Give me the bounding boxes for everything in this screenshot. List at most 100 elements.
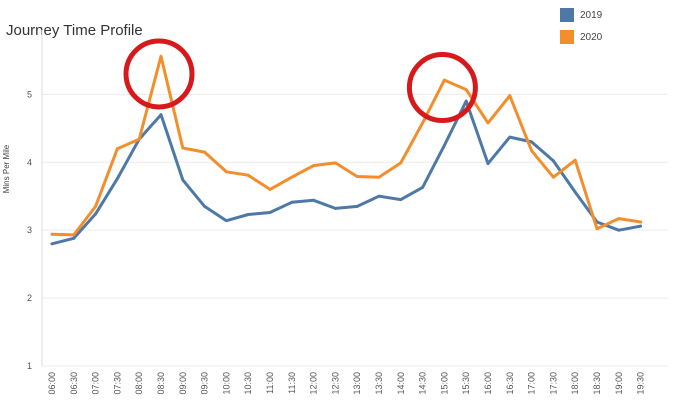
x-tick-label: 12:30 — [330, 372, 340, 395]
x-tick-label: 18:30 — [592, 372, 602, 395]
data-point-2020 — [225, 170, 228, 174]
x-tick-label: 10:00 — [221, 372, 231, 395]
data-point-2020 — [246, 173, 250, 177]
data-point-2019 — [421, 185, 424, 189]
data-point-2020 — [159, 54, 163, 58]
legend-swatch-2020 — [560, 30, 574, 44]
x-tick-label: 07:00 — [91, 372, 101, 395]
x-tick-label: 09:30 — [200, 372, 210, 395]
y-tick-label: 5 — [27, 89, 32, 99]
x-tick-label: 12:00 — [309, 372, 319, 395]
data-point-2019 — [246, 213, 250, 216]
data-point-2019 — [225, 219, 228, 223]
data-point-2019 — [617, 228, 621, 232]
series-line-2020 — [50, 54, 643, 237]
x-tick-label: 13:30 — [374, 372, 384, 395]
x-tick-label: 14:30 — [418, 372, 428, 395]
series-line-2019 — [50, 99, 643, 246]
x-tick-label: 11:30 — [287, 372, 297, 394]
data-point-2019 — [639, 224, 642, 228]
data-point-2020 — [116, 147, 119, 151]
data-point-2019 — [552, 159, 555, 163]
data-point-2020 — [50, 232, 54, 236]
x-tick-label: 07:30 — [112, 372, 122, 395]
data-point-2020 — [508, 94, 512, 98]
y-tick-label: 4 — [27, 157, 32, 167]
x-tick-label: 19:00 — [614, 372, 624, 395]
data-point-2020 — [639, 220, 642, 224]
x-tick-label: 17:00 — [527, 372, 537, 395]
legend-item-2019[interactable]: 2019 — [560, 4, 602, 26]
data-point-2020 — [137, 137, 141, 141]
x-tick-label: 06:00 — [47, 372, 57, 395]
data-point-2020 — [530, 149, 533, 153]
data-point-2019 — [203, 204, 207, 208]
data-point-2019 — [94, 212, 97, 216]
x-tick-label: 15:00 — [439, 372, 449, 395]
data-point-2020 — [421, 121, 424, 125]
legend-label-2020: 2020 — [580, 31, 603, 43]
data-point-2020 — [94, 204, 97, 208]
x-tick-label: 14:00 — [396, 372, 406, 395]
data-point-2019 — [116, 177, 119, 180]
x-tick-label: 18:00 — [570, 372, 580, 395]
data-point-2019 — [159, 113, 163, 117]
data-point-2020 — [312, 164, 315, 168]
data-point-2020 — [334, 161, 337, 165]
data-point-2020 — [595, 227, 599, 231]
data-point-2020 — [552, 175, 555, 179]
y-axis-title: Mins Per Mile — [2, 144, 11, 193]
data-point-2019 — [530, 140, 533, 144]
legend: 2019 2020 — [560, 4, 602, 48]
x-tick-label: 10:30 — [243, 372, 253, 395]
legend-swatch-2019 — [560, 8, 574, 22]
x-tick-label: 17:30 — [548, 372, 558, 395]
data-point-2020 — [290, 175, 294, 179]
x-tick-label: 15:30 — [461, 372, 471, 395]
x-tick-label: 11:00 — [265, 372, 275, 394]
data-point-2019 — [443, 143, 446, 147]
data-point-2020 — [443, 78, 446, 82]
data-point-2020 — [486, 121, 490, 125]
data-point-2020 — [617, 217, 621, 221]
y-tick-label: 2 — [27, 293, 32, 303]
legend-item-2020[interactable]: 2020 — [560, 26, 602, 48]
x-tick-label: 19:30 — [636, 372, 646, 395]
data-point-2019 — [377, 194, 381, 198]
data-point-2020 — [72, 233, 76, 237]
legend-label-2019: 2019 — [580, 9, 603, 21]
data-point-2020 — [181, 146, 185, 150]
x-tick-label: 06:30 — [69, 372, 79, 395]
data-point-2019 — [355, 204, 359, 208]
y-tick-label: 3 — [27, 225, 32, 235]
y-tick-label: 1 — [27, 361, 32, 371]
x-tick-label: 16:30 — [505, 372, 515, 395]
data-point-2020 — [399, 161, 403, 165]
data-point-2019 — [464, 99, 468, 103]
data-point-2020 — [573, 158, 577, 162]
data-point-2019 — [486, 162, 490, 166]
x-tick-label: 13:00 — [352, 372, 362, 395]
chart-title: Journey Time Profile — [6, 22, 143, 39]
data-point-2019 — [72, 236, 76, 240]
data-point-2019 — [573, 190, 577, 194]
x-tick-label: 16:00 — [483, 372, 493, 395]
data-point-2019 — [290, 200, 294, 204]
data-point-2019 — [399, 198, 403, 202]
x-tick-label: 08:00 — [134, 372, 144, 395]
data-point-2019 — [508, 135, 512, 139]
data-point-2019 — [334, 207, 337, 210]
data-point-2020 — [464, 88, 468, 91]
x-tick-label: 08:30 — [156, 372, 166, 395]
annotation-circle-0830 — [123, 38, 195, 110]
x-tick-label: 09:00 — [178, 372, 188, 395]
data-point-2019 — [181, 178, 185, 182]
data-point-2019 — [268, 211, 272, 214]
data-point-2020 — [268, 188, 272, 191]
data-point-2020 — [355, 175, 359, 178]
data-point-2019 — [312, 198, 315, 202]
data-point-2020 — [377, 175, 381, 179]
data-point-2020 — [203, 150, 207, 154]
data-point-2019 — [50, 242, 54, 246]
